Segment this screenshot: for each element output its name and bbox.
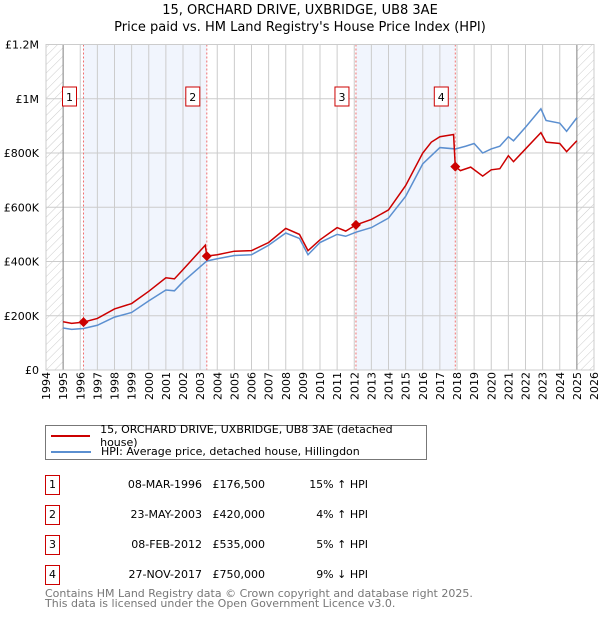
plot-area: 1994 1995 1996 1997 1998 1999 2000 2001 2002 2003… bbox=[4, 39, 600, 401]
sale-number-badge: 4 bbox=[45, 565, 60, 585]
x-tick-label: 2012 bbox=[348, 372, 361, 400]
x-tick-label: 2010 bbox=[314, 372, 327, 400]
x-tick-label: 2025 bbox=[571, 372, 584, 400]
plot-border bbox=[45, 44, 595, 371]
sale-date: 23-MAY-2003 bbox=[130, 508, 202, 521]
x-tick-label: 2000 bbox=[143, 372, 156, 400]
series-line bbox=[63, 107, 578, 331]
sale-label-box bbox=[62, 86, 78, 107]
x-tick-label: 1998 bbox=[109, 372, 122, 400]
sale-row: 1 08-MAR-1996 £176,500 15% ↑ HPI bbox=[45, 475, 465, 495]
x-tick-label: 2017 bbox=[434, 372, 447, 400]
footer: Contains HM Land Registry data © Crown c… bbox=[45, 587, 473, 610]
sale-number-badge: 1 bbox=[45, 475, 60, 495]
sale-label: 4 bbox=[438, 91, 445, 104]
sale-date: 08-MAR-1996 bbox=[127, 478, 202, 491]
x-tick-label: 2015 bbox=[400, 372, 413, 400]
sale-date: 27-NOV-2017 bbox=[128, 568, 202, 581]
sale-hpi-diff: 4% ↑ HPI bbox=[316, 508, 368, 521]
x-tick-label: 1997 bbox=[91, 372, 104, 400]
y-tick-label: £1.2M bbox=[5, 39, 39, 52]
footer-line2: This data is licensed under the Open Gov… bbox=[45, 597, 396, 610]
sale-label: 2 bbox=[189, 91, 196, 104]
sale-hpi-diff: 15% ↑ HPI bbox=[309, 478, 368, 491]
sale-label: 1 bbox=[66, 91, 73, 104]
y-tick-label: £600K bbox=[4, 201, 40, 214]
sale-price: £750,000 bbox=[212, 568, 266, 581]
x-tick-label: 2021 bbox=[502, 372, 515, 400]
y-tick-label: £400K bbox=[4, 256, 40, 269]
x-tick-label: 2008 bbox=[280, 372, 293, 400]
sale-number-badge: 2 bbox=[45, 505, 60, 525]
sale-date: 08-FEB-2012 bbox=[131, 538, 202, 551]
x-tick-label: 2026 bbox=[588, 372, 600, 400]
legend-blue-swatch bbox=[51, 450, 91, 453]
footer-line1: Contains HM Land Registry data © Crown c… bbox=[45, 587, 473, 600]
x-tick-label: 2005 bbox=[228, 372, 241, 400]
x-tick-label: 2020 bbox=[485, 372, 498, 400]
series-line bbox=[62, 131, 578, 325]
x-tick-label: 2023 bbox=[537, 372, 550, 400]
sale-number-badge: 3 bbox=[45, 535, 60, 555]
sale-row: 2 23-MAY-2003 £420,000 4% ↑ HPI bbox=[45, 505, 465, 525]
sale-label-box bbox=[185, 86, 201, 107]
legend-property: 15, ORCHARD DRIVE, UXBRIDGE, UB8 3AE (de… bbox=[100, 422, 393, 449]
sale-label-box bbox=[433, 86, 449, 107]
x-tick-label: 2024 bbox=[554, 372, 567, 400]
x-tick-label: 2018 bbox=[451, 372, 464, 400]
sale-price: £176,500 bbox=[212, 478, 266, 491]
y-tick-label: £200K bbox=[4, 310, 40, 323]
sale-point bbox=[78, 317, 89, 328]
sale-hpi-diff: 9% ↓ HPI bbox=[316, 568, 368, 581]
legend: 15, ORCHARD DRIVE, UXBRIDGE, UB8 3AE (de… bbox=[45, 422, 427, 460]
x-tick-label: 2011 bbox=[331, 372, 344, 400]
chart-title: 15, ORCHARD DRIVE, UXBRIDGE, UB8 3AE bbox=[162, 3, 438, 18]
x-tick-label: 1994 bbox=[40, 372, 53, 400]
sale-hpi-diff: 5% ↑ HPI bbox=[316, 538, 368, 551]
sale-point bbox=[450, 161, 461, 172]
x-tick-label: 2001 bbox=[160, 372, 173, 400]
x-tick-label: 2009 bbox=[297, 372, 310, 400]
sale-point bbox=[201, 251, 212, 262]
sale-row: 3 08-FEB-2012 £535,000 5% ↑ HPI bbox=[45, 535, 465, 555]
x-tick-label: 2003 bbox=[194, 372, 207, 400]
x-tick-label: 2013 bbox=[365, 372, 378, 400]
x-tick-label: 2014 bbox=[383, 372, 396, 400]
x-tick-label: 1995 bbox=[57, 372, 70, 400]
y-tick-label: £800K bbox=[4, 147, 40, 160]
legend-red-swatch bbox=[51, 434, 91, 437]
y-tick-label: £1M bbox=[16, 93, 40, 106]
x-tick-label: 2007 bbox=[263, 372, 276, 400]
sale-price: £535,000 bbox=[212, 538, 266, 551]
x-tick-label: 2016 bbox=[417, 372, 430, 400]
sale-row: 4 27-NOV-2017 £750,000 9% ↓ HPI bbox=[45, 565, 465, 585]
x-tick-label: 2002 bbox=[177, 372, 190, 400]
x-tick-label: 2019 bbox=[468, 372, 481, 400]
sale-label: 3 bbox=[338, 91, 345, 104]
x-tick-label: 1996 bbox=[74, 372, 87, 400]
x-tick-label: 2004 bbox=[211, 372, 224, 400]
sale-point bbox=[350, 219, 361, 230]
legend-hpi: HPI: Average price, detached house, Hill… bbox=[101, 445, 360, 458]
x-tick-label: 2022 bbox=[520, 372, 533, 400]
y-tick-label: £0 bbox=[25, 364, 39, 377]
x-tick-label: 1999 bbox=[126, 372, 139, 400]
x-tick-label: 2006 bbox=[246, 372, 259, 400]
sale-price: £420,000 bbox=[212, 508, 266, 521]
chart-subtitle: Price paid vs. HM Land Registry's House … bbox=[114, 20, 486, 35]
sale-label-box bbox=[334, 86, 350, 107]
